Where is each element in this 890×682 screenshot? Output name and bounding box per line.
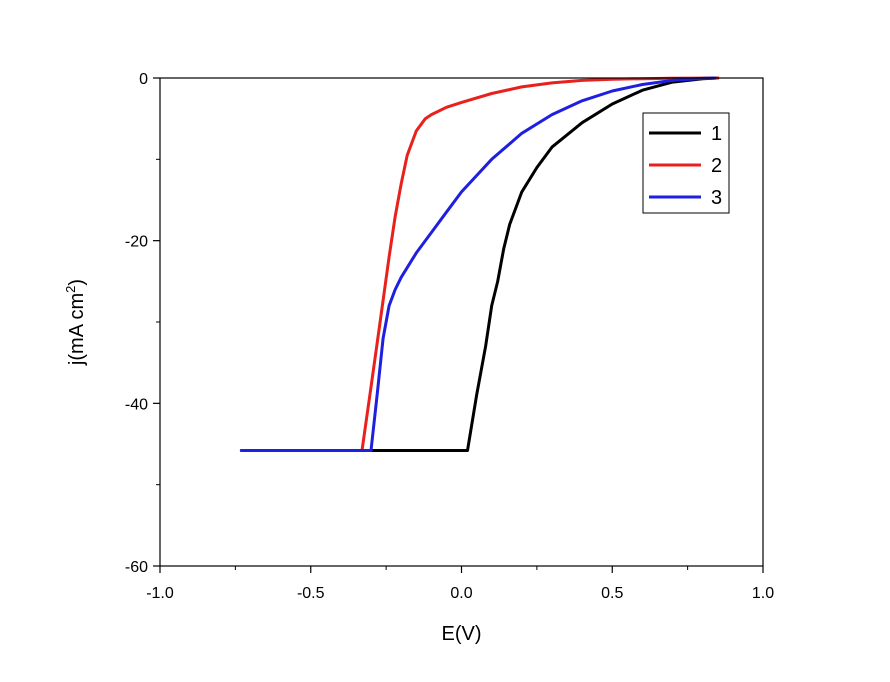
y-axis-title-main: j(mA cm [66, 293, 88, 366]
y-axis-title-end: ) [66, 279, 88, 286]
x-axis-title: E(V) [442, 623, 482, 645]
y-tick-label: -40 [125, 396, 148, 413]
y-axis: 0 -20 -40 -60 [125, 71, 160, 576]
x-tick-label: 0.5 [601, 585, 623, 602]
x-tick-label: -0.5 [297, 585, 325, 602]
legend: 1 2 3 [642, 112, 730, 214]
y-tick-label: -20 [125, 234, 148, 251]
y-axis-title: j(mA cm2) [63, 279, 88, 366]
legend-label-2: 2 [711, 155, 722, 177]
legend-label-3: 3 [711, 187, 722, 209]
series-layer [239, 76, 720, 452]
x-axis: -1.0 -0.5 0.0 0.5 1.0 [146, 566, 774, 602]
series-line-2 [239, 76, 720, 452]
y-tick-label: -60 [125, 559, 148, 576]
x-tick-label: 0.0 [450, 585, 472, 602]
x-tick-label: -1.0 [146, 585, 174, 602]
y-tick-label: 0 [139, 71, 148, 88]
legend-label-1: 1 [711, 123, 722, 145]
series-line-3 [239, 76, 717, 452]
y-axis-title-superscript: 2 [63, 286, 78, 293]
x-tick-label: 1.0 [752, 585, 774, 602]
series-line-1 [239, 76, 720, 452]
